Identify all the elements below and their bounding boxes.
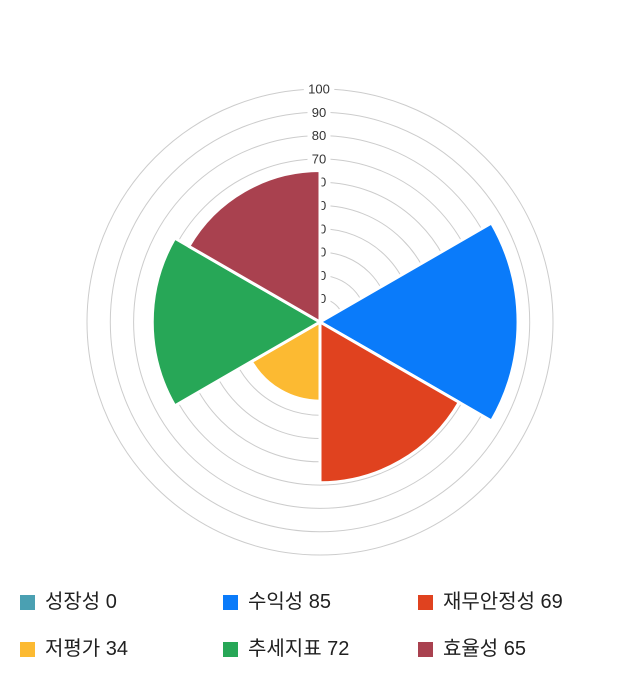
chart-sector-추세지표 <box>150 236 322 408</box>
legend-label-trend-indicator: 추세지표 72 <box>248 638 350 660</box>
legend-item-financial-stability: 재무안정성 69 <box>418 590 563 614</box>
radial-tick-label: 70 <box>312 151 326 166</box>
radial-tick-label: 90 <box>312 105 326 120</box>
radial-tick-label: 100 <box>308 82 330 97</box>
legend-item-profitability: 수익성 85 <box>223 590 331 614</box>
chart-sector-수익성 <box>318 221 520 423</box>
legend-item-growth: 성장성 0 <box>20 590 117 614</box>
polar-area-chart: 102030405060708090100 <box>86 81 554 556</box>
chart-sector-재무안정성 <box>318 320 461 485</box>
tick-label-bg <box>307 128 331 144</box>
legend-item-efficiency: 효율성 65 <box>418 637 526 661</box>
radial-tick-label: 80 <box>312 128 326 143</box>
legend-label-undervaluation: 저평가 34 <box>45 638 129 660</box>
legend-swatch-profitability <box>223 594 238 610</box>
tick-label-bg <box>303 81 335 97</box>
chart-sector-효율성 <box>187 169 322 324</box>
legend-swatch-efficiency <box>418 641 433 657</box>
legend-label-financial-stability: 재무안정성 69 <box>443 591 563 613</box>
legend-label-profitability: 수익성 85 <box>248 591 332 613</box>
legend-label-efficiency: 효율성 65 <box>443 638 527 660</box>
legend-swatch-financial-stability <box>418 594 433 610</box>
legend-item-undervaluation: 저평가 34 <box>20 637 128 661</box>
legend-label-growth: 성장성 0 <box>45 591 117 613</box>
legend-swatch-trend-indicator <box>223 641 238 657</box>
tick-label-bg <box>307 151 331 167</box>
legend-item-trend-indicator: 추세지표 72 <box>223 637 349 661</box>
legend-swatch-growth <box>20 594 35 610</box>
tick-label-bg <box>307 104 331 120</box>
legend-swatch-undervaluation <box>20 641 35 657</box>
chart-sector-저평가 <box>249 320 322 403</box>
